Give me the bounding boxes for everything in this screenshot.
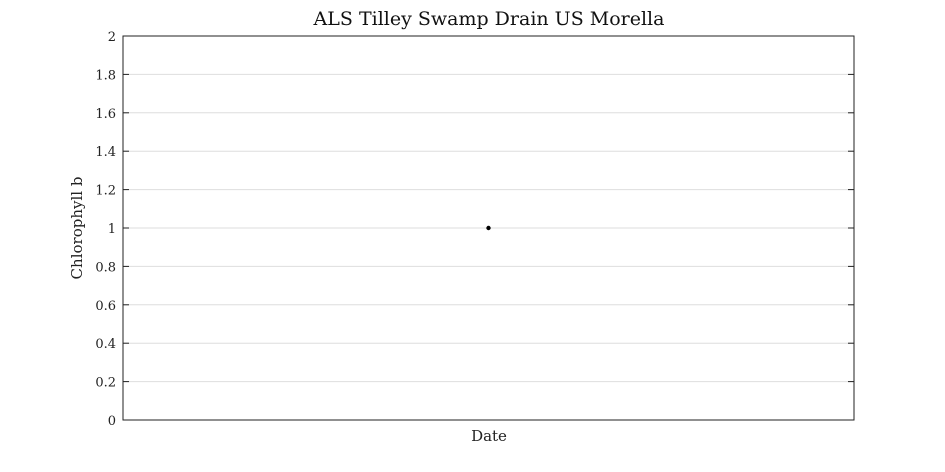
y-tick-label: 0.8 bbox=[95, 260, 116, 275]
y-tick-label: 1.8 bbox=[95, 68, 116, 83]
y-tick-label: 1.2 bbox=[95, 184, 116, 199]
y-tick-label: 0.2 bbox=[95, 376, 116, 391]
point-layer bbox=[486, 225, 491, 231]
chart-title: ALS Tilley Swamp Drain US Morella bbox=[313, 8, 665, 30]
y-tick-label: 1.4 bbox=[95, 145, 116, 160]
data-point bbox=[486, 225, 491, 231]
y-tick-label: 0 bbox=[108, 414, 116, 429]
tick-layer: 0 0.2 0.4 0.6 0.8 1 1.2 1.4 1.6 1.8 2 bbox=[95, 30, 854, 429]
y-tick-label: 0.6 bbox=[95, 299, 116, 314]
y-tick-label: 0.4 bbox=[95, 337, 116, 352]
y-tick-label: 1.6 bbox=[95, 107, 116, 122]
x-axis-label: Date bbox=[471, 427, 507, 445]
y-tick-label: 2 bbox=[108, 30, 116, 45]
y-axis-label: Chlorophyll b bbox=[68, 177, 86, 280]
y-tick-label: 1 bbox=[108, 222, 116, 237]
